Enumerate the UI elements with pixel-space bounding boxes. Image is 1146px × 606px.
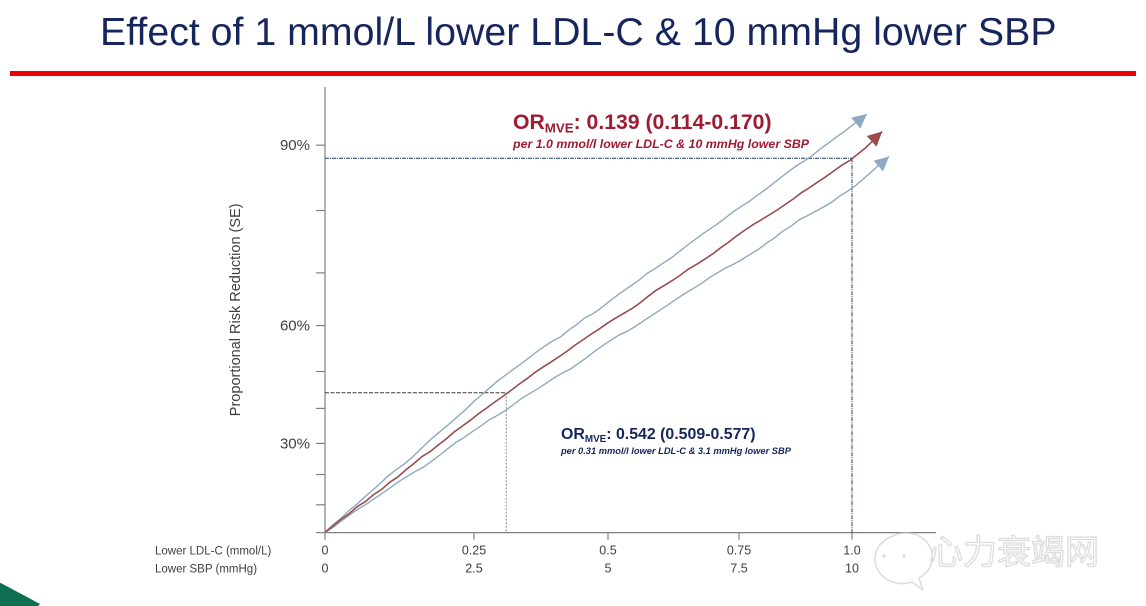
svg-text:0.25: 0.25	[462, 544, 486, 558]
svg-text:0: 0	[322, 562, 329, 576]
svg-text:2.5: 2.5	[465, 562, 482, 576]
svg-text:0: 0	[322, 544, 329, 558]
svg-text:1.0: 1.0	[843, 544, 860, 558]
svg-text:per 1.0 mmol/l lower LDL-C & 1: per 1.0 mmol/l lower LDL-C & 10 mmHg low…	[512, 137, 810, 151]
svg-text:30%: 30%	[280, 435, 310, 452]
svg-text:10: 10	[845, 562, 859, 576]
svg-text:心力衰竭网: 心力衰竭网	[929, 534, 1099, 572]
svg-text:7.5: 7.5	[730, 562, 747, 576]
svg-text:0.75: 0.75	[727, 544, 751, 558]
svg-text:5: 5	[605, 562, 612, 576]
svg-text:Lower SBP (mmHg): Lower SBP (mmHg)	[155, 564, 257, 576]
svg-text:ORMVE: 0.139 (0.114-0.170): ORMVE: 0.139 (0.114-0.170)	[513, 111, 772, 136]
svg-text:60%: 60%	[280, 318, 310, 335]
svg-text:Proportional Risk Reduction (S: Proportional Risk Reduction (SE)	[228, 203, 244, 416]
svg-text:per 0.31 mmol/l lower LDL-C &: per 0.31 mmol/l lower LDL-C & 3.1 mmHg l…	[560, 446, 792, 456]
svg-text:90%: 90%	[280, 137, 310, 154]
svg-text:Lower LDL-C (mmol/L): Lower LDL-C (mmol/L)	[155, 546, 271, 558]
svg-text:0.5: 0.5	[599, 544, 616, 558]
svg-text:ORMVE: 0.542 (0.509-0.577): ORMVE: 0.542 (0.509-0.577)	[561, 426, 756, 445]
